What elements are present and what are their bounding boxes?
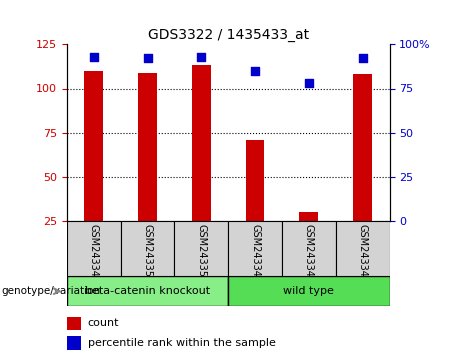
Bar xyxy=(246,140,265,221)
Text: wild type: wild type xyxy=(284,286,334,296)
Bar xyxy=(300,212,318,221)
Bar xyxy=(282,221,336,276)
Bar xyxy=(353,74,372,221)
Bar xyxy=(138,73,157,221)
Bar xyxy=(121,221,174,276)
Bar xyxy=(67,276,228,306)
Text: GSM243349: GSM243349 xyxy=(89,224,99,283)
Text: GSM243350: GSM243350 xyxy=(142,224,153,283)
Text: GSM243348: GSM243348 xyxy=(358,224,368,283)
Text: beta-catenin knockout: beta-catenin knockout xyxy=(85,286,210,296)
Text: genotype/variation: genotype/variation xyxy=(1,286,100,296)
Bar xyxy=(84,71,103,221)
Point xyxy=(359,56,366,61)
Bar xyxy=(67,317,81,330)
Text: GSM243346: GSM243346 xyxy=(250,224,260,283)
Point xyxy=(144,56,151,61)
Point xyxy=(198,54,205,59)
Bar xyxy=(192,65,211,221)
Bar xyxy=(336,221,390,276)
Bar xyxy=(228,276,390,306)
Bar xyxy=(228,221,282,276)
Point xyxy=(305,80,313,86)
Title: GDS3322 / 1435433_at: GDS3322 / 1435433_at xyxy=(148,28,309,42)
Bar xyxy=(67,221,121,276)
Text: count: count xyxy=(88,318,119,328)
Text: GSM243351: GSM243351 xyxy=(196,224,207,283)
Bar xyxy=(67,336,81,350)
Text: GSM243347: GSM243347 xyxy=(304,224,314,283)
Point xyxy=(251,68,259,74)
Point xyxy=(90,54,97,59)
Text: percentile rank within the sample: percentile rank within the sample xyxy=(88,338,276,348)
Bar xyxy=(174,221,228,276)
